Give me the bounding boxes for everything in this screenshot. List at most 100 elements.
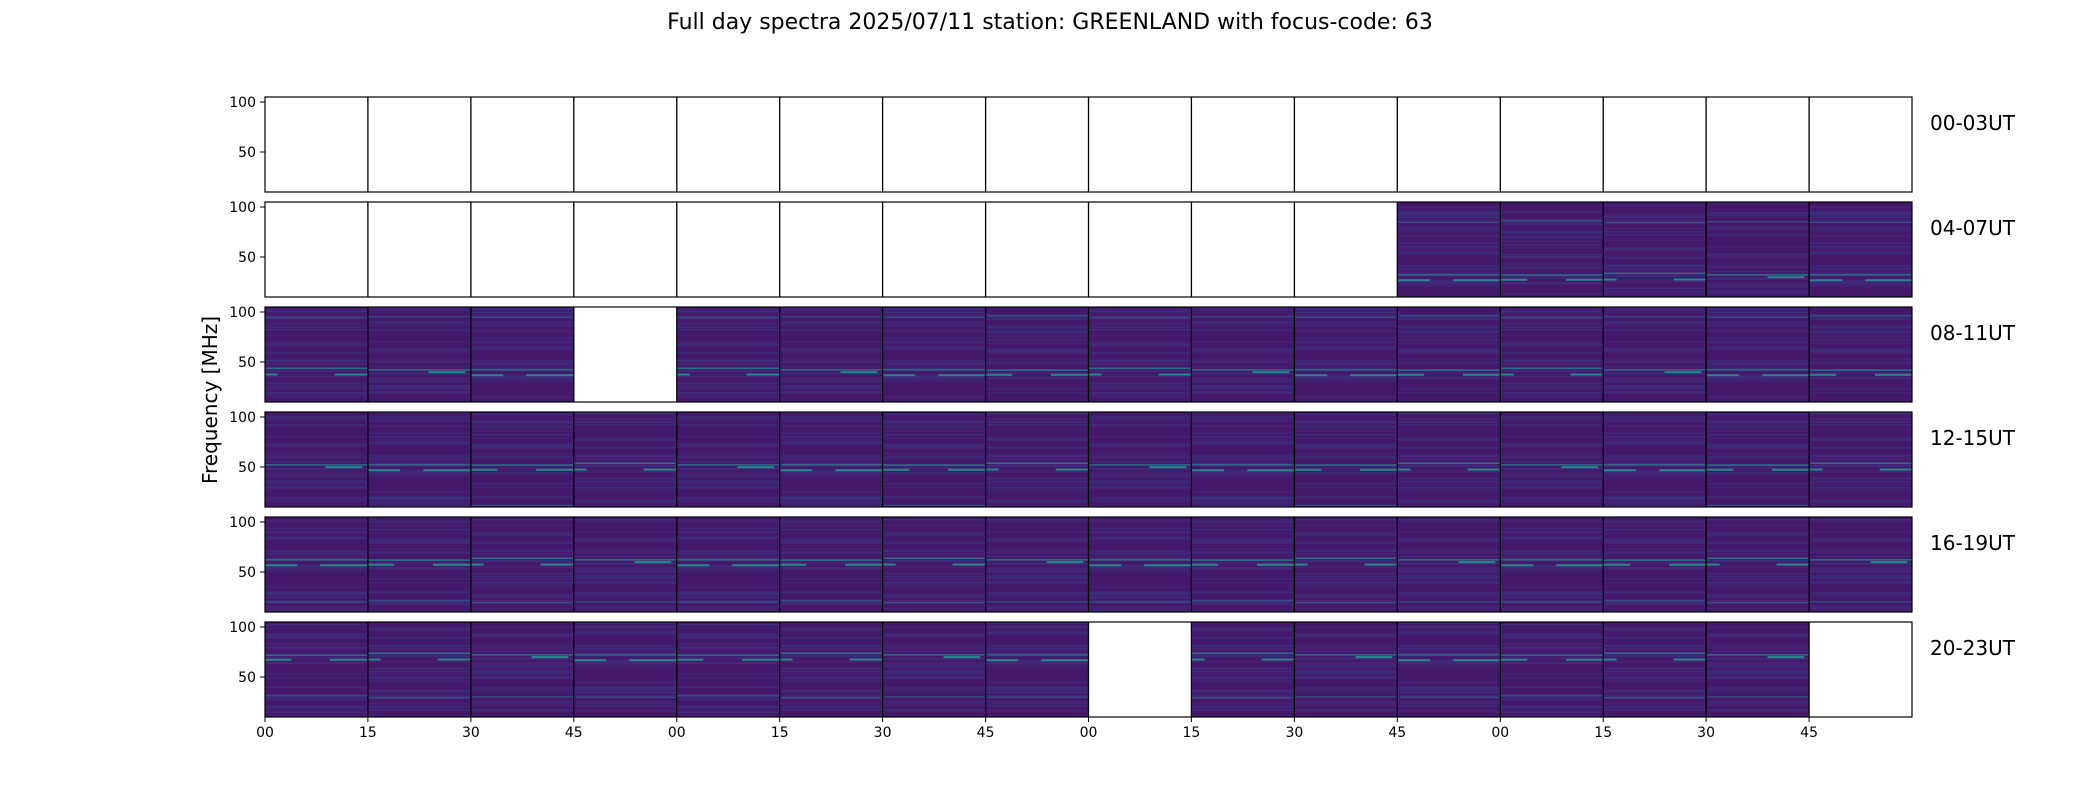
spectrogram-cell	[470, 517, 574, 612]
empty-cell	[882, 97, 986, 192]
spectrogram-cell	[573, 517, 677, 612]
x-tick-label: 30	[874, 725, 892, 741]
panel-time-label: 20-23UT	[1930, 636, 2015, 660]
spectrogram-cell	[1294, 622, 1398, 717]
x-tick-label: 15	[1182, 725, 1200, 741]
empty-cell	[985, 202, 1089, 297]
empty-cell	[470, 97, 574, 192]
x-tick-label: 45	[977, 725, 995, 741]
empty-cell	[779, 97, 883, 192]
spectrogram-cell	[1088, 412, 1192, 507]
panel-frame	[264, 96, 1913, 193]
chart-title: Full day spectra 2025/07/11 station: GRE…	[667, 10, 1433, 35]
panel-time-label: 00-03UT	[1930, 111, 2015, 135]
spectrogram-cell	[367, 517, 471, 612]
spectrogram-cell	[1809, 202, 1912, 297]
spectrogram-cell	[265, 307, 368, 402]
x-tick-label: 45	[565, 725, 583, 741]
empty-cell	[573, 202, 677, 297]
panel-frame	[264, 201, 1913, 298]
spectrogram-cell	[882, 412, 986, 507]
spectrogram-cell	[1088, 517, 1192, 612]
spectrogram-cell	[676, 517, 780, 612]
x-tick-label: 15	[359, 725, 377, 741]
spectrogram-cell	[470, 307, 574, 402]
panel-time-label: 08-11UT	[1930, 321, 2015, 345]
spectrogram-cell	[1603, 202, 1707, 297]
x-tick-label: 30	[1285, 725, 1303, 741]
spectrogram-cell	[265, 412, 368, 507]
panel-time-label: 12-15UT	[1930, 426, 2015, 450]
empty-cell	[1706, 97, 1809, 192]
spectrogram-cell	[1397, 622, 1501, 717]
spectrogram-cell	[470, 622, 574, 717]
spectrogram-cell	[1500, 517, 1604, 612]
spectrogram-cell	[1500, 412, 1604, 507]
y-tick-label: 100	[229, 95, 256, 111]
spectrogram-cell	[1397, 307, 1501, 402]
spectrogram-cell	[1603, 307, 1707, 402]
spectrogram-cell	[1706, 622, 1809, 717]
empty-cell	[1088, 622, 1192, 717]
empty-cell	[470, 202, 574, 297]
x-tick-label: 15	[771, 725, 789, 741]
spectrogram-cell	[1191, 622, 1295, 717]
x-tick-label: 00	[256, 725, 274, 741]
spectrogram-cell	[1397, 517, 1501, 612]
empty-cell	[1088, 97, 1192, 192]
x-tick-label: 45	[1388, 725, 1406, 741]
y-tick-label: 50	[238, 145, 256, 161]
empty-cell	[265, 202, 368, 297]
empty-cell	[676, 202, 780, 297]
empty-cell	[779, 202, 883, 297]
spectrogram-cell	[882, 622, 986, 717]
empty-cell	[985, 97, 1089, 192]
spectrogram-cell	[1809, 517, 1912, 612]
panel-12-15UT: 50 100	[229, 410, 1913, 508]
empty-cell	[676, 97, 780, 192]
spectrogram-cell	[367, 622, 471, 717]
empty-cell	[1191, 202, 1295, 297]
spectrogram-cell	[1088, 307, 1192, 402]
spectrogram-cell	[779, 517, 883, 612]
x-tick-label: 00	[1080, 725, 1098, 741]
spectrogram-cell	[1809, 307, 1912, 402]
spectrogram-cell	[779, 307, 883, 402]
spectrogram-cell	[1397, 202, 1501, 297]
spectrogram-cell	[367, 412, 471, 507]
empty-cell	[573, 307, 677, 402]
spectrogram-cell	[1500, 202, 1604, 297]
empty-cell	[1809, 97, 1912, 192]
spectrogram-cell	[1500, 307, 1604, 402]
spectrogram-cell	[1294, 307, 1398, 402]
spectrogram-cell	[1397, 412, 1501, 507]
spectrogram-cell	[265, 622, 368, 717]
spectrogram-cell	[1603, 412, 1707, 507]
y-tick-label: 100	[229, 200, 256, 216]
panel-20-23UT: 50 100	[229, 620, 1913, 718]
panel-time-label: 16-19UT	[1930, 531, 2015, 555]
spectrogram-cell	[1294, 517, 1398, 612]
empty-cell	[1294, 202, 1398, 297]
empty-cell	[1603, 97, 1707, 192]
empty-cell	[367, 97, 471, 192]
y-tick-label: 50	[238, 460, 256, 476]
spectrogram-cell	[882, 307, 986, 402]
spectrogram-cell	[985, 307, 1089, 402]
spectrogram-cell	[1809, 412, 1912, 507]
y-tick-label: 100	[229, 515, 256, 531]
spectrogram-cell	[985, 517, 1089, 612]
panel-08-11UT: 50 100	[229, 305, 1913, 403]
spectrogram-cell	[985, 622, 1089, 717]
y-tick-label: 100	[229, 620, 256, 636]
spectrogram-cell	[1706, 202, 1809, 297]
spectrogram-cell	[1191, 517, 1295, 612]
x-tick-label: 30	[1697, 725, 1715, 741]
spectrogram-cell	[882, 517, 986, 612]
y-tick-label: 50	[238, 250, 256, 266]
panel-time-label: 04-07UT	[1930, 216, 2015, 240]
spectrogram-cell	[1706, 517, 1809, 612]
panel-frame	[264, 411, 1913, 508]
empty-cell	[1500, 97, 1604, 192]
